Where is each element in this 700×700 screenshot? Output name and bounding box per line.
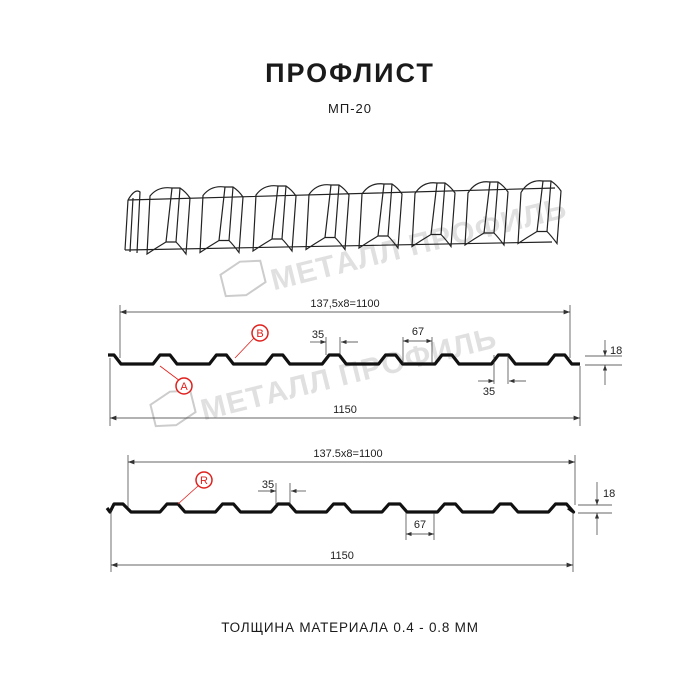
dim-valley-2: 67 <box>414 519 426 531</box>
dim-top-1: 35 <box>312 329 324 341</box>
sheet-rib <box>324 184 340 238</box>
dim-valley-1: 67 <box>412 326 424 338</box>
model-subtitle: МП-20 <box>328 101 372 116</box>
sheet-rib <box>517 180 562 246</box>
sheet-rib <box>358 183 403 250</box>
watermark-logo-icon <box>219 259 267 298</box>
watermark-logo-icon <box>149 389 197 428</box>
sheet-rib <box>165 187 181 243</box>
sheet-rib <box>218 186 234 241</box>
dim-height-2: 18 <box>603 488 615 500</box>
sheet-rib <box>377 183 393 237</box>
marker-a-label: A <box>180 381 188 393</box>
marker-r <box>195 471 213 489</box>
sheet-rib <box>483 181 499 234</box>
marker-a <box>175 377 193 395</box>
dim-total-1: 137,5x8=1100 <box>310 298 379 310</box>
profile-1-line <box>108 353 580 366</box>
dim-width-2: 1150 <box>330 550 354 562</box>
sheet-rib <box>464 181 509 247</box>
dim-top-2: 35 <box>262 479 274 491</box>
marker-r-label: R <box>200 475 208 487</box>
profile-2-line <box>105 502 576 514</box>
profile-1: 137,5x8=1100 1150 35 67 35 18 A B <box>108 298 622 426</box>
sheet-rib <box>252 185 297 253</box>
marker-b <box>251 324 269 342</box>
profile-2: 137.5x8=1100 1150 35 67 18 R <box>105 448 615 572</box>
dim-top-1b: 35 <box>483 386 495 398</box>
sheet-rib <box>146 187 191 256</box>
sheet-rib <box>271 185 287 240</box>
dim-width-1: 1150 <box>333 404 357 416</box>
page-title: ПРОФЛИСТ <box>265 58 435 88</box>
material-thickness: ТОЛЩИНА МАТЕРИАЛА 0.4 - 0.8 ММ <box>221 620 479 635</box>
sheet-rib <box>536 180 552 232</box>
marker-b-label: B <box>256 328 263 340</box>
sheet-rib <box>411 182 456 249</box>
dim-total-2: 137.5x8=1100 <box>313 448 382 460</box>
dim-height-1: 18 <box>610 345 622 357</box>
sheet-isometric-view <box>124 180 562 256</box>
sheet-rib <box>305 184 350 252</box>
sheet-rib <box>124 190 141 254</box>
sheet-rib <box>124 187 556 251</box>
sheet-rib <box>199 186 244 255</box>
